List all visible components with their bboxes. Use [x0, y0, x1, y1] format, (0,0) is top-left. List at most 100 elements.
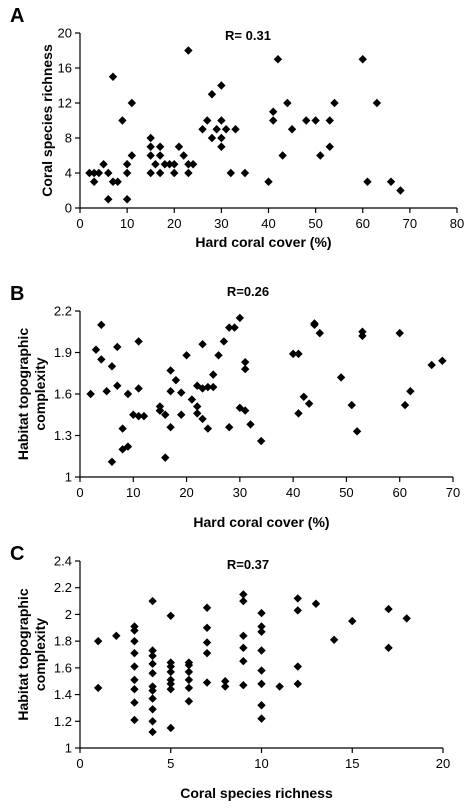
data-point [171, 375, 181, 385]
data-point [217, 142, 226, 151]
y-tick-label: 1.2 [54, 714, 72, 729]
data-point [130, 648, 139, 658]
data-point [188, 160, 198, 169]
data-point [202, 638, 212, 647]
data-point [146, 142, 155, 151]
data-point [395, 328, 404, 338]
data-point [293, 606, 302, 615]
data-point [177, 410, 186, 419]
data-point [107, 362, 117, 371]
data-point [184, 667, 194, 677]
data-point [240, 357, 250, 367]
y-tick-label: 1.9 [54, 345, 72, 360]
data-point [336, 373, 346, 382]
data-point [146, 133, 155, 143]
data-point [257, 666, 266, 675]
data-point [107, 457, 117, 466]
y-tick-label: 1.8 [54, 634, 72, 649]
data-point [130, 685, 139, 694]
data-point [239, 656, 248, 666]
data-point [161, 453, 170, 462]
correlation-annotation: R=0.26 [227, 284, 269, 299]
y-tick-label: 1.4 [54, 687, 72, 702]
data-point [226, 168, 235, 178]
chart-panel-a: 0 10 20 30 40 50 60 70 80 0 4 8 12 16 20 Hard coral cov… [10, 5, 464, 250]
x-tick-label: 0 [76, 485, 83, 500]
data-point [148, 727, 157, 737]
data-point [406, 387, 415, 396]
data-point [113, 342, 122, 352]
y-tick-label: 0 [65, 201, 72, 216]
data-point [134, 384, 143, 393]
x-axis-title: Hard coral cover (%) [195, 234, 331, 250]
data-point [166, 667, 175, 677]
data-point [240, 364, 250, 374]
data-point [97, 320, 106, 330]
data-point [118, 424, 127, 433]
x-tick-label: 50 [308, 216, 322, 231]
data-point [161, 410, 170, 419]
data-point [217, 133, 226, 143]
data-point [278, 151, 287, 160]
data-point [155, 142, 165, 151]
data-point [148, 686, 157, 695]
x-tick-label: 60 [356, 216, 370, 231]
data-point [184, 46, 193, 55]
y-axis-title: Habitat topographiccomplexity [15, 328, 48, 460]
chart-panel-c: 0 5 10 15 20 1 1.2 1.4 1.6 1.8 2 2.2 2.4 Coral specie… [10, 543, 450, 801]
correlation-annotation: R=0.37 [227, 557, 269, 572]
data-point [386, 177, 396, 186]
data-point [239, 643, 248, 653]
data-point [239, 596, 248, 606]
data-point [264, 177, 273, 186]
data-point [293, 679, 302, 689]
data-point [184, 683, 194, 693]
data-point [148, 596, 157, 606]
data-point [184, 697, 194, 706]
data-point [146, 151, 155, 160]
data-point [240, 168, 250, 178]
axes [75, 310, 454, 482]
data-point [304, 399, 314, 408]
data-point [166, 387, 175, 396]
data-point [177, 388, 186, 397]
data-point [372, 98, 382, 108]
data-point [166, 423, 175, 432]
data-point [113, 381, 122, 390]
y-tick-label: 1 [65, 470, 72, 485]
data-point [166, 366, 175, 375]
data-point [239, 590, 248, 599]
data-point [329, 635, 339, 645]
data-point [202, 678, 212, 687]
data-point [108, 72, 118, 81]
data-point [170, 168, 179, 178]
data-point [257, 627, 266, 636]
data-point [203, 424, 213, 433]
data-point [219, 337, 229, 346]
data-point [130, 636, 139, 646]
data-point [166, 685, 175, 694]
data-point [148, 694, 157, 703]
data-point [148, 659, 157, 669]
panel-label: A [10, 5, 24, 27]
data-point [113, 177, 122, 186]
data-point [91, 345, 101, 354]
y-tick-label: 16 [58, 61, 72, 76]
x-tick-label: 20 [179, 485, 193, 500]
data-point [155, 151, 165, 160]
data-point [384, 604, 393, 614]
y-tick-label: 1.6 [54, 660, 72, 675]
data-point [155, 406, 165, 415]
data-point [127, 98, 137, 108]
data-point [209, 370, 218, 379]
data-point [155, 168, 165, 178]
data-point [240, 406, 250, 415]
data-points [93, 590, 411, 737]
data-point [214, 351, 223, 360]
data-point [257, 714, 266, 723]
data-point [225, 423, 234, 432]
axes [75, 560, 444, 753]
data-point [99, 160, 108, 169]
data-point [294, 409, 303, 418]
data-point [198, 414, 207, 424]
